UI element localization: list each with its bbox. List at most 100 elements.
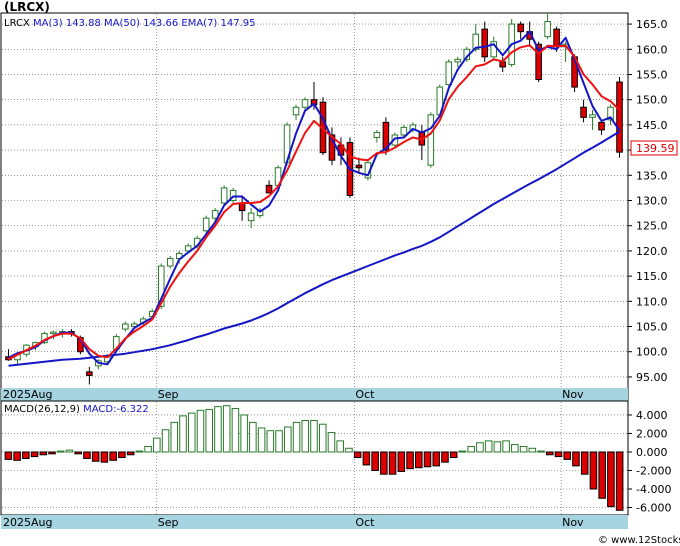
legend-item: MACD:-6.322 [80, 404, 149, 415]
macd-bar-negative [118, 451, 126, 459]
candles [5, 14, 623, 385]
candle-body-up [589, 114, 596, 118]
macd-bar-positive [537, 450, 545, 453]
candle-body-up [50, 331, 57, 335]
candle [517, 21, 524, 40]
price-tick-label: 125.0 [636, 220, 668, 233]
macd-bar-positive [292, 421, 301, 453]
legend-item: 143.66 [140, 18, 178, 29]
price-date-label: Sep [158, 388, 179, 401]
candle-body-up [301, 99, 309, 108]
macd-bar-negative [615, 451, 624, 511]
macd-bar-positive [528, 447, 537, 453]
macd-bar-negative [362, 451, 371, 466]
price-tick-label: 105.0 [636, 321, 668, 334]
footer-credit: © www.12Stocks.com [598, 535, 680, 546]
legend-item: 147.95 [217, 18, 255, 29]
price-tick-label: 160.0 [636, 43, 668, 56]
macd-bar-negative [371, 451, 379, 471]
macd-bar-negative [580, 451, 589, 475]
candle [490, 36, 497, 60]
legend-item: MACD(26,12,9) [4, 404, 80, 415]
candle [580, 99, 587, 123]
candle-body-up [607, 106, 614, 121]
macd-bar-negative [563, 451, 572, 460]
price-tick-label: 100.0 [636, 346, 668, 359]
macd-histogram [4, 405, 624, 511]
macd-bar-positive [519, 445, 528, 453]
candle-body-up [292, 106, 300, 116]
candle-body-up [166, 257, 174, 267]
candle [247, 208, 255, 229]
macd-bar-positive [327, 432, 336, 453]
macd-bar-positive [275, 430, 283, 453]
macd-bar-positive [310, 420, 318, 453]
candle-body-down [517, 23, 524, 33]
candle [122, 321, 129, 332]
candle [589, 109, 596, 130]
candle-body-down [598, 121, 605, 131]
candle-body-down [481, 28, 489, 58]
macd-bar-positive [493, 441, 502, 453]
macd-bar-positive [187, 412, 196, 453]
price-date-label: Oct [355, 388, 375, 401]
candle-body-up [211, 210, 219, 219]
legend-item: MA(50) [101, 18, 140, 29]
macd-bar-positive [214, 406, 222, 453]
macd-bar-negative [13, 451, 21, 461]
macd-bar-negative [554, 451, 563, 458]
macd-bar-positive [65, 449, 74, 453]
macd-bar-positive [196, 409, 205, 453]
candle [292, 104, 300, 120]
macd-bar-negative [607, 451, 615, 508]
candle-body-up [184, 245, 192, 252]
macd-bar-positive [161, 429, 170, 453]
macd-tick-label: -4.000 [636, 483, 671, 496]
macd-bar-negative [380, 451, 388, 475]
macd-bar-negative [388, 451, 397, 475]
macd-date-label: Nov [562, 516, 584, 529]
price-date-axis [1, 388, 628, 401]
macd-bar-negative [546, 451, 554, 456]
candle-body-up [157, 265, 165, 307]
x-axis-labels: 2025Aug 2025Aug Sep Sep Oct Oct Nov Nov [3, 388, 584, 529]
candle-body-up [202, 217, 210, 232]
macd-bar-negative [598, 451, 606, 499]
macd-bar-negative [100, 451, 109, 463]
candle [607, 104, 614, 125]
y-axis-labels: 95.00 100.0 105.0 110.0 115.0 120.0 125.0 130.0… [628, 18, 671, 515]
candle [328, 127, 336, 166]
candle-body-up [454, 58, 462, 63]
macd-bar-positive [170, 421, 179, 453]
macd-bar-negative [397, 451, 406, 472]
candle-body-down [328, 134, 336, 161]
macd-bar-negative [4, 451, 13, 460]
ema7-line [8, 44, 621, 361]
candle-body-up [229, 189, 237, 201]
macd-tick-label: 0.000 [636, 446, 668, 459]
macd-bar-positive [257, 427, 266, 453]
candle-body-down [265, 184, 273, 194]
candle [166, 255, 174, 269]
candle-body-down [580, 106, 587, 118]
macd-bar-negative [572, 451, 580, 467]
candle-body-down [499, 61, 506, 68]
macd-bar-negative [406, 451, 414, 470]
macd-bar-positive [205, 408, 213, 453]
macd-bar-negative [126, 451, 135, 456]
macd-bar-positive [179, 415, 187, 453]
price-tick-label: 135.0 [636, 169, 668, 182]
macd-bar-negative [83, 451, 91, 459]
macd-bar-positive [484, 440, 493, 453]
macd-date-axis [1, 515, 628, 529]
macd-bar-positive [476, 442, 484, 453]
macd-bar-positive [301, 420, 310, 453]
macd-tick-label: 2.000 [636, 427, 668, 440]
candle [454, 56, 462, 67]
macd-legend: MACD(26,12,9) MACD:-6.322 [4, 404, 149, 415]
ma3-line [8, 30, 621, 366]
macd-bar-negative [48, 451, 56, 455]
macd-bar-positive [511, 444, 519, 453]
macd-tick-label: 4.000 [636, 409, 668, 422]
